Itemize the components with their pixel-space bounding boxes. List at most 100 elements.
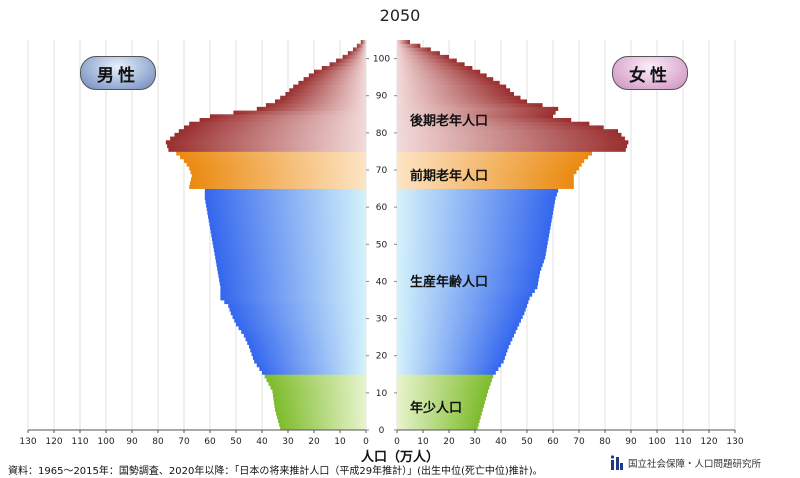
age-tick-label: 20 — [376, 352, 388, 362]
male-bar-age-56 — [208, 218, 366, 223]
female-bar-age-54 — [397, 225, 551, 230]
female-bar-age-71 — [397, 162, 582, 167]
male-bar-age-11 — [270, 385, 366, 390]
female-bar-age-22 — [397, 344, 509, 349]
male-bar-age-74 — [176, 151, 366, 156]
male-bar-age-89 — [280, 95, 366, 100]
x-tick-label-right: 130 — [726, 437, 743, 447]
male-bar-age-19 — [252, 355, 366, 360]
male-bar-age-23 — [247, 340, 366, 345]
x-tick-label-right: 120 — [700, 437, 717, 447]
female-bar-age-47 — [397, 251, 546, 256]
male-bar-age-78 — [170, 136, 366, 141]
female-bar-age-94 — [397, 77, 494, 82]
male-bar-age-46 — [215, 255, 366, 260]
female-bar-age-4 — [397, 411, 482, 416]
x-tick-label-left: 130 — [19, 437, 36, 447]
male-bar-age-95 — [308, 73, 366, 78]
male-bar-age-13 — [266, 378, 366, 383]
female-bar-age-82 — [397, 121, 590, 126]
female-bar-age-66 — [397, 181, 574, 186]
male-bar-age-17 — [256, 363, 366, 368]
x-tick-label-left: 100 — [97, 437, 114, 447]
male-bar-age-30 — [232, 314, 366, 319]
female-bar-age-90 — [397, 92, 514, 97]
male-bar-age-75 — [168, 147, 366, 152]
age-tick-label: 90 — [376, 92, 388, 102]
female-bar-age-70 — [397, 166, 579, 171]
male-bar-age-96 — [314, 69, 366, 74]
female-bar-age-9 — [397, 392, 487, 397]
female-bar-age-7 — [397, 400, 485, 405]
female-bar-age-35 — [397, 296, 530, 301]
female-bar-age-72 — [397, 158, 585, 163]
male-bar-age-4 — [276, 411, 366, 416]
male-bar-age-84 — [210, 114, 366, 119]
female-bar-age-98 — [397, 62, 465, 67]
male-bar-age-22 — [249, 344, 366, 349]
female-bar-age-63 — [397, 192, 557, 197]
male-bar-age-15 — [262, 370, 366, 375]
female-bar-age-34 — [397, 300, 529, 305]
female-bar-age-86 — [397, 106, 559, 111]
male-bar-age-50 — [212, 240, 366, 245]
male-bar-age-1 — [279, 422, 366, 427]
age-tick-label: 100 — [373, 55, 390, 65]
x-tick-label-right: 10 — [417, 437, 429, 447]
x-tick-label-right: 60 — [547, 437, 559, 447]
x-tick-label-left: 120 — [45, 437, 62, 447]
female-bar-age-64 — [397, 188, 559, 193]
female-bar-age-27 — [397, 326, 518, 331]
logo-icon — [610, 455, 624, 471]
female-bar-age-59 — [397, 207, 554, 212]
male-bar-age-26 — [241, 329, 366, 334]
female-bar-age-12 — [397, 381, 491, 386]
x-tick-label-left: 90 — [126, 437, 138, 447]
male-bar-age-67 — [190, 177, 366, 182]
male-bar-age-104 — [360, 40, 366, 45]
female-bar-age-11 — [397, 385, 490, 390]
male-bar-age-16 — [259, 366, 366, 371]
female-bar-age-100 — [397, 54, 449, 59]
female-bar-age-50 — [397, 240, 548, 245]
x-axis-unit-label: 人口（万人） — [360, 450, 439, 465]
age-tick-label: 0 — [379, 426, 385, 436]
band-label-working-age: 生産年齢人口 — [410, 275, 489, 290]
female-bar-age-81 — [397, 125, 604, 130]
male-label: 男性 — [80, 56, 156, 90]
male-bar-age-66 — [190, 181, 366, 186]
male-bar-age-93 — [298, 80, 366, 85]
female-bar-age-55 — [397, 222, 552, 227]
age-tick-label: 80 — [376, 129, 388, 139]
x-tick-label-left: 40 — [256, 437, 268, 447]
male-bar-age-65 — [189, 184, 366, 189]
female-bar-age-3 — [397, 415, 481, 420]
female-bar-age-0 — [397, 426, 478, 431]
male-bar-age-34 — [224, 300, 366, 305]
male-bar-age-53 — [210, 229, 366, 234]
female-bar-age-83 — [397, 118, 572, 123]
female-bar-age-57 — [397, 214, 553, 219]
male-bar-age-73 — [180, 155, 366, 160]
x-tick-label-left: 50 — [230, 437, 242, 447]
male-bar-age-45 — [215, 259, 366, 264]
male-bar-age-35 — [220, 296, 366, 301]
male-bar-age-83 — [199, 118, 366, 123]
age-tick-label: 40 — [376, 277, 388, 287]
age-tick-label: 10 — [376, 389, 388, 399]
male-bar-age-52 — [211, 233, 366, 238]
female-bar-age-38 — [397, 285, 538, 290]
female-bar-age-48 — [397, 248, 547, 253]
male-bar-age-31 — [230, 311, 366, 316]
age-tick-label: 30 — [376, 315, 388, 325]
female-bar-age-74 — [397, 151, 592, 156]
band-label-late-elderly: 後期老年人口 — [410, 114, 489, 129]
female-bar-age-73 — [397, 155, 589, 160]
female-bar-age-84 — [397, 114, 553, 119]
band-label-early-elderly: 前期老年人口 — [410, 169, 489, 184]
logo-text: 国立社会保障・人口問題研究所 — [628, 459, 762, 470]
female-bar-age-95 — [397, 73, 487, 78]
female-bar-age-19 — [397, 355, 505, 360]
male-bar-age-28 — [236, 322, 366, 327]
female-bar-age-65 — [397, 184, 574, 189]
